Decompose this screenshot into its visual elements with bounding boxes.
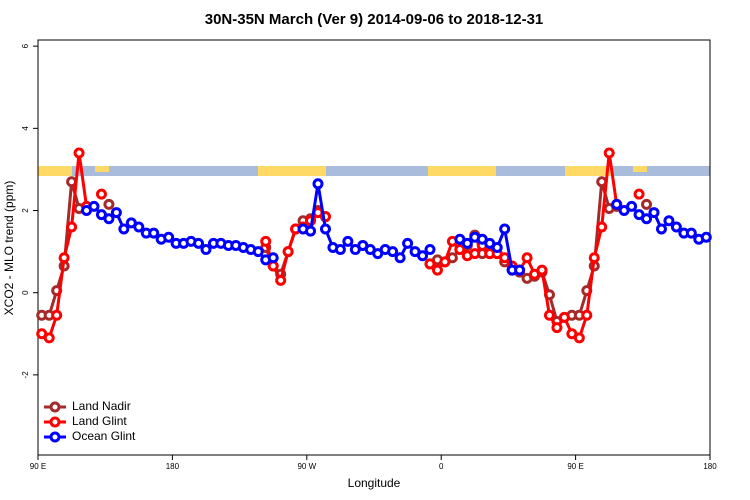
data-point [417,250,429,262]
data-point [51,309,63,321]
land-band [565,166,611,176]
data-point [461,237,473,249]
ocean-band [38,166,710,176]
data-point [334,244,346,256]
data-point [596,221,608,233]
data-point [387,246,399,258]
data-point [543,309,555,321]
data-point [700,231,712,243]
legend-swatch-point [49,416,61,428]
legend-label: Land Nadir [72,399,131,413]
data-point [581,309,593,321]
legend-swatch-point [49,431,61,443]
land-band [95,166,109,172]
y-tick-label: 2 [21,208,30,213]
data-point [394,252,406,264]
data-point [252,246,264,258]
data-point [588,252,600,264]
data-point [200,244,212,256]
data-point [499,223,511,235]
data-point [342,235,354,247]
y-axis-label: XCO2 - MLO trend (ppm) [2,181,16,316]
data-point [603,147,615,159]
y-tick-label: 6 [21,43,30,48]
data-point [491,242,503,253]
legend-label: Land Glint [72,414,127,428]
data-point [551,322,563,334]
data-point [670,221,682,233]
data-point [312,178,324,190]
data-point [95,188,107,200]
data-point [611,198,623,210]
data-point [424,258,436,270]
x-tick-label: 0 [439,462,444,471]
x-tick-label: 90 E [30,462,46,471]
x-tick-label: 180 [166,462,180,471]
data-point [558,311,570,323]
y-tick-label: 0 [21,290,30,295]
legend-swatch-point [49,401,61,413]
data-point [148,227,160,239]
data-point [66,221,78,233]
data-point [267,252,279,264]
data-point [88,200,100,212]
x-tick-label: 90 W [297,462,316,471]
data-point [73,147,85,159]
plot-frame [37,39,711,456]
data-point [260,235,272,247]
data-point [43,332,55,344]
y-tick-label: -2 [21,371,30,379]
y-tick-label: 4 [21,126,30,131]
data-point [626,200,638,212]
data-point [514,264,526,276]
data-point [275,274,287,286]
data-point [454,244,466,256]
data-point [521,252,533,264]
data-point [499,252,511,264]
data-point [319,223,331,235]
data-point [163,231,175,243]
legend-label: Ocean Glint [72,429,136,443]
data-point [596,176,608,188]
data-point [110,207,122,219]
data-point [402,237,414,249]
data-point [58,252,70,264]
x-axis-label: Longitude [348,476,401,490]
data-point [431,264,443,276]
data-point [118,223,130,235]
data-point [573,332,585,344]
data-point [305,225,317,237]
data-point [193,237,205,249]
data-point [633,188,645,200]
land-band [38,166,72,176]
data-point [655,223,667,235]
data-point [641,198,653,210]
land-band [258,166,326,176]
data-point [424,244,436,256]
data-point [685,227,697,239]
data-point [641,213,653,225]
x-tick-label: 90 E [567,462,583,471]
data-point [66,176,78,188]
land-band [633,166,647,172]
chart-title: 30N-35N March (Ver 9) 2014-09-06 to 2018… [205,11,544,28]
data-point [469,248,481,260]
data-point [536,264,548,276]
data-point [103,213,115,225]
data-point [439,256,451,268]
data-point [133,221,145,233]
land-band [428,166,496,176]
data-point [648,207,660,219]
land-mask-band [38,166,710,176]
data-point [663,215,675,227]
data-point [282,246,294,258]
data-point [103,198,115,210]
x-tick-label: 180 [703,462,717,471]
